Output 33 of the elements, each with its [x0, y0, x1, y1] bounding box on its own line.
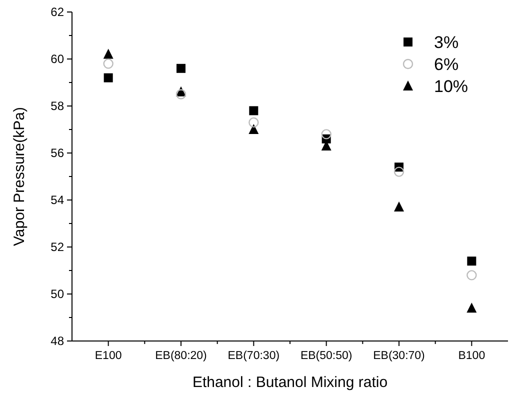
point [321, 129, 332, 140]
point [466, 302, 477, 313]
point [176, 64, 186, 73]
point [467, 256, 476, 266]
legend-label: 3% [434, 32, 459, 52]
point [394, 166, 404, 177]
x-tick-label: EB(50:50) [300, 350, 352, 362]
x-tick-label: E100 [94, 350, 122, 362]
point [248, 124, 259, 134]
legend-label: 10% [434, 76, 468, 96]
y-tick-label: 62 [50, 5, 64, 20]
y-tick-label: 50 [50, 287, 64, 302]
x-tick-label: EB(80:20) [155, 350, 208, 362]
point [249, 106, 258, 116]
x-tick-label: B100 [458, 350, 486, 362]
point [466, 270, 477, 280]
y-tick-label: 48 [50, 334, 64, 348]
y-tick-label: 52 [50, 240, 64, 254]
y-tick-label: 58 [50, 99, 64, 114]
y-tick-label: 56 [50, 146, 64, 160]
point [248, 117, 259, 128]
x-tick-label: EB(70:30) [228, 350, 280, 362]
y-tick-label: 54 [50, 193, 64, 208]
point [103, 58, 114, 69]
x-axis-title: Ethanol : Butanol Mixing ratio [192, 374, 388, 391]
point [394, 202, 404, 212]
point [104, 73, 113, 82]
point [176, 89, 186, 100]
point [103, 48, 114, 59]
legend-label: 6% [434, 54, 459, 74]
y-axis-title: Vapor Pressure(kPa) [11, 107, 28, 246]
x-tick-label: EB(30:70) [373, 350, 426, 362]
y-tick-label: 60 [50, 52, 64, 66]
